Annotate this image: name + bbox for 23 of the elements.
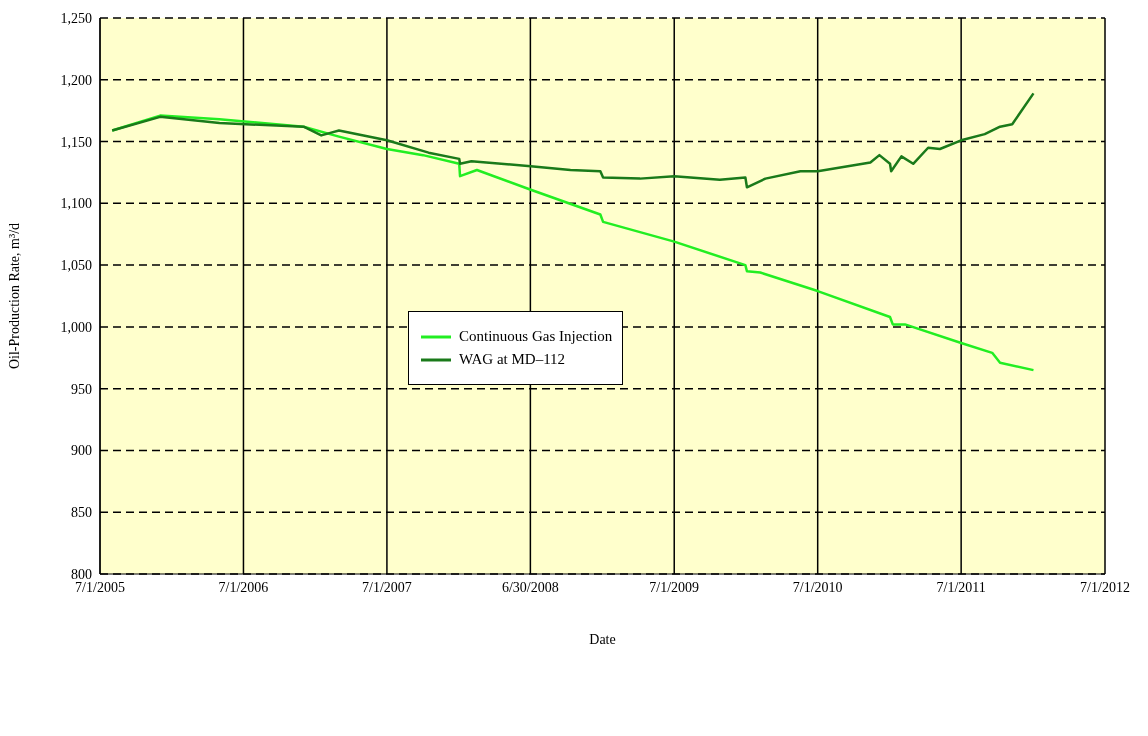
- x-tick-label: 7/1/2009: [649, 579, 700, 595]
- y-tick-label: 800: [71, 566, 92, 582]
- x-tick-label: 7/1/2006: [218, 579, 269, 595]
- legend-label: WAG at MD–112: [459, 351, 566, 368]
- x-tick-label: 7/1/2007: [362, 579, 412, 595]
- line-series: [110, 92, 1035, 189]
- y-tick-label: 950: [71, 381, 92, 397]
- y-tick-label: 1,150: [60, 134, 92, 150]
- y-axis-title: Oil-Production Rate, m³/d: [6, 222, 22, 370]
- y-tick-label: 1,050: [60, 258, 92, 274]
- x-axis-title: Date: [589, 632, 616, 647]
- y-tick-label: 850: [71, 505, 92, 521]
- legend-label: Continuous Gas Injection: [459, 328, 613, 345]
- x-tick-label: 7/1/2012: [1080, 579, 1130, 595]
- y-tick-label: 1,200: [60, 72, 92, 88]
- x-tick-label: 7/1/2011: [936, 579, 986, 595]
- x-tick-label: 7/1/2005: [75, 579, 125, 595]
- y-tick-label: 900: [71, 443, 92, 459]
- y-tick-label: 1,000: [60, 319, 92, 335]
- y-tick-label: 1,100: [60, 196, 92, 212]
- y-tick-label: 1,250: [60, 10, 92, 26]
- x-tick-label: 7/1/2010: [792, 579, 843, 595]
- x-tick-label: 6/30/2008: [501, 579, 559, 595]
